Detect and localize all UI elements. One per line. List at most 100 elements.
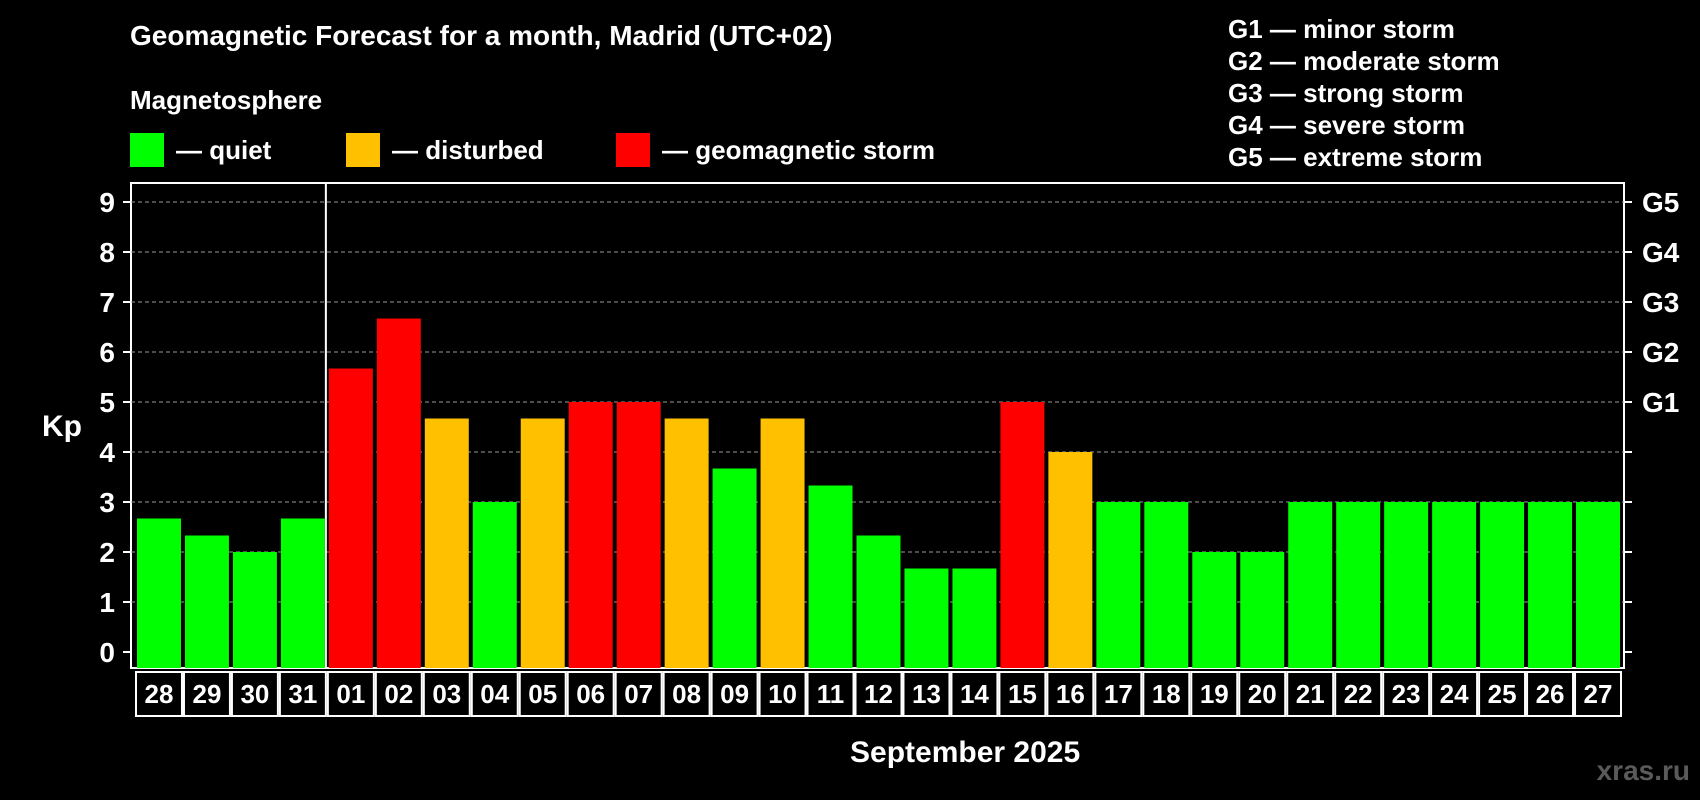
g2-legend: G2 — moderate storm (1228, 46, 1500, 76)
g-axis-label: G2 (1642, 337, 1679, 368)
kp-bar (1480, 502, 1525, 668)
kp-bar (1192, 552, 1237, 668)
date-cell (182, 671, 231, 717)
kp-bar (856, 535, 901, 668)
kp-bar (1096, 502, 1141, 668)
date-cell (998, 671, 1047, 717)
x-tick-label: 11 (817, 679, 845, 709)
kp-bar (808, 485, 853, 668)
kp-bar (568, 402, 613, 668)
g-axis-label: G4 (1642, 237, 1680, 268)
kp-bar (376, 318, 421, 668)
kp-bar (1336, 502, 1381, 668)
kp-bar (760, 418, 805, 668)
date-cell (1142, 671, 1191, 717)
g4-legend: G4 — severe storm (1228, 110, 1466, 140)
kp-bar (1240, 552, 1285, 668)
kp-bar (952, 568, 997, 668)
y-tick-label: 7 (99, 287, 115, 318)
x-tick-label: 06 (576, 679, 605, 709)
date-cell (566, 671, 615, 717)
g-axis-label: G1 (1642, 387, 1679, 418)
kp-bar (1288, 502, 1333, 668)
x-tick-label: 18 (1152, 679, 1181, 709)
g1-legend: G1 — minor storm (1228, 14, 1455, 44)
y-tick-label: 8 (99, 237, 115, 268)
date-cell (1382, 671, 1431, 717)
date-cell (230, 671, 279, 717)
x-tick-label: 27 (1584, 679, 1613, 709)
y-tick-label: 9 (99, 187, 115, 218)
date-cell (1094, 671, 1143, 717)
kp-bar (184, 535, 229, 668)
legend-storm-label: — geomagnetic storm (662, 134, 936, 165)
date-cell (135, 671, 183, 717)
kp-bar (424, 418, 469, 668)
storm-swatch (616, 133, 650, 167)
watermark: xras.ru (1596, 755, 1690, 786)
kp-bar (280, 518, 325, 668)
legend-quiet-label: — quiet (176, 134, 272, 165)
kp-bar (472, 502, 517, 668)
legend-disturbed: — disturbed (346, 133, 544, 167)
x-tick-label: 25 (1488, 679, 1517, 709)
date-cell (470, 671, 519, 717)
x-tick-label: 01 (336, 679, 365, 709)
x-tick-label: 07 (624, 679, 653, 709)
x-tick-label: 30 (240, 679, 269, 709)
x-tick-label: 21 (1296, 679, 1325, 709)
y-axis-label: Kp (42, 410, 82, 443)
kp-bar (1432, 502, 1477, 668)
x-tick-label: 26 (1536, 679, 1565, 709)
disturbed-swatch (346, 133, 380, 167)
date-cell (614, 671, 663, 717)
x-tick-label: 03 (432, 679, 461, 709)
y-tick-label: 3 (99, 487, 115, 518)
date-cell (422, 671, 471, 717)
g3-legend: G3 — strong storm (1228, 78, 1464, 108)
g-axis-label: G3 (1642, 287, 1679, 318)
y-tick-label: 2 (99, 537, 115, 568)
kp-bar (616, 402, 661, 668)
date-cell (326, 671, 375, 717)
x-tick-label: 20 (1248, 679, 1277, 709)
kp-bar (1048, 452, 1093, 668)
x-tick-label: 19 (1200, 679, 1229, 709)
date-cell (854, 671, 903, 717)
x-tick-label: 04 (480, 679, 509, 709)
x-tick-label: 22 (1344, 679, 1373, 709)
date-cell (1334, 671, 1383, 717)
legend-quiet: — quiet (130, 133, 271, 167)
x-tick-label: 08 (672, 679, 701, 709)
y-tick-label: 4 (99, 437, 115, 468)
kp-bar (1144, 502, 1189, 668)
x-tick-label: 13 (912, 679, 941, 709)
kp-bar (137, 518, 181, 668)
date-cell (1238, 671, 1287, 717)
quiet-swatch (130, 133, 164, 167)
kp-bar (1000, 402, 1045, 668)
date-cell (806, 671, 855, 717)
g-axis-label: G5 (1642, 187, 1679, 218)
date-cell (1190, 671, 1239, 717)
x-tick-label: 24 (1440, 679, 1469, 709)
x-tick-label: 09 (720, 679, 749, 709)
kp-bar (664, 418, 709, 668)
y-tick-label: 5 (99, 387, 115, 418)
x-tick-label: 15 (1008, 679, 1037, 709)
date-cell (1526, 671, 1575, 717)
kp-bar (1528, 502, 1573, 668)
date-cell (1286, 671, 1335, 717)
x-tick-label: 02 (384, 679, 413, 709)
x-tick-label: 28 (145, 679, 174, 709)
legend-disturbed-label: — disturbed (392, 134, 544, 165)
date-cell (902, 671, 951, 717)
legend-storm: — geomagnetic storm (616, 133, 935, 167)
date-cell (662, 671, 711, 717)
date-cell (278, 671, 327, 717)
legend-subtitle: Magnetosphere (130, 85, 323, 115)
kp-bar (1576, 502, 1620, 668)
kp-bar (328, 368, 373, 668)
kp-bar (232, 552, 277, 668)
